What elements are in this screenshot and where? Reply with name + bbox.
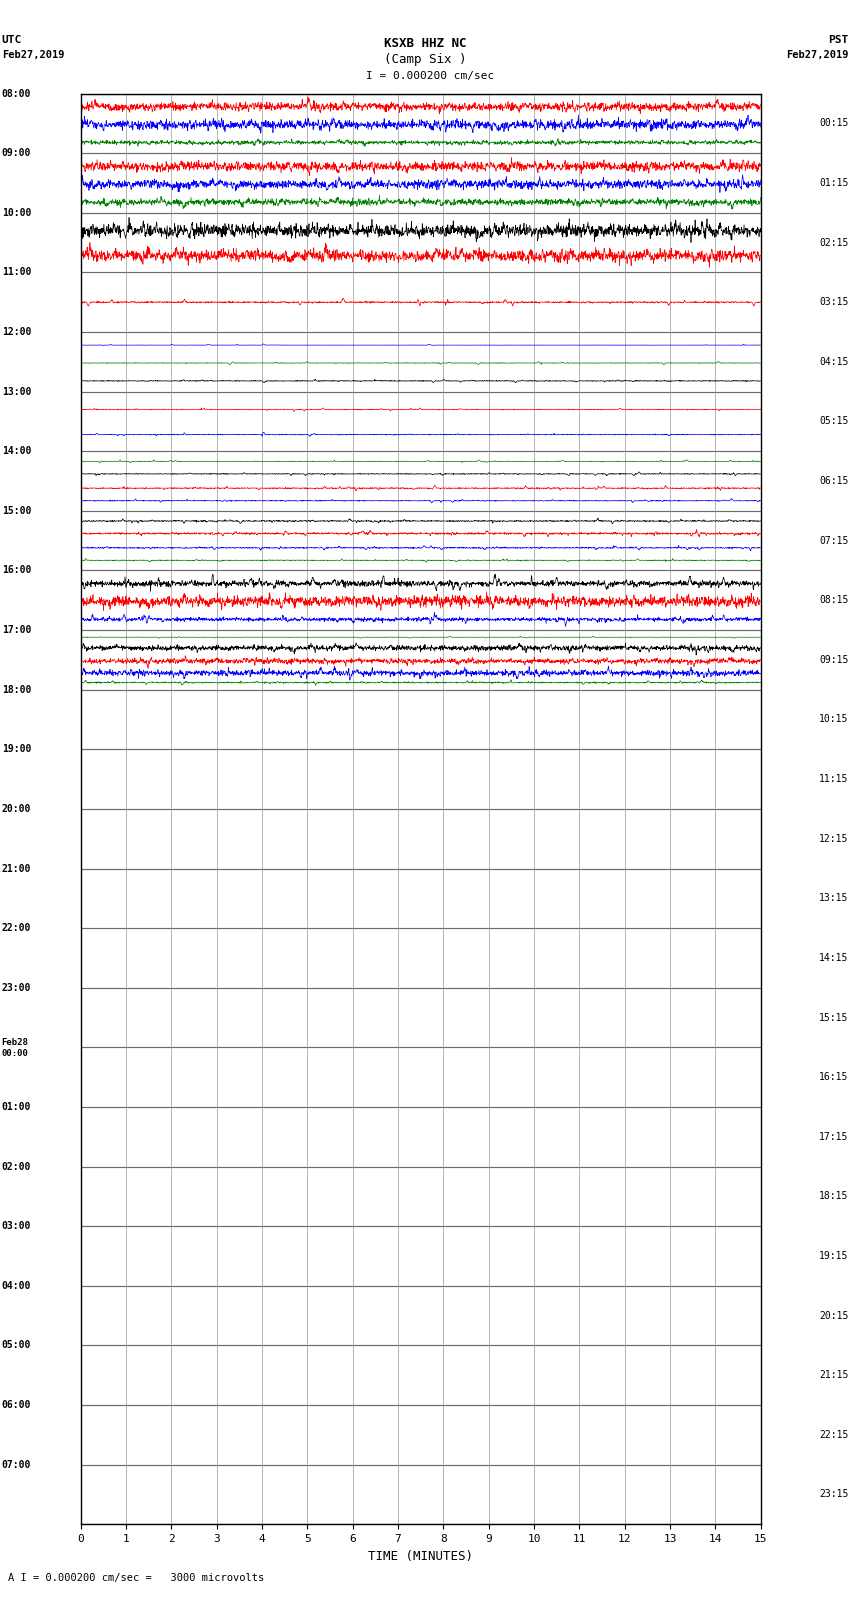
- Text: 22:15: 22:15: [819, 1429, 848, 1440]
- Text: 12:15: 12:15: [819, 834, 848, 844]
- Text: 22:00: 22:00: [2, 923, 31, 934]
- Text: 17:00: 17:00: [2, 626, 31, 636]
- Text: 18:00: 18:00: [2, 684, 31, 695]
- Text: 04:00: 04:00: [2, 1281, 31, 1290]
- Text: 13:15: 13:15: [819, 894, 848, 903]
- Text: Feb27,2019: Feb27,2019: [2, 50, 65, 60]
- Text: 19:00: 19:00: [2, 744, 31, 755]
- Text: 00:00: 00:00: [2, 1050, 29, 1058]
- Text: 00:15: 00:15: [819, 118, 848, 129]
- Text: 02:00: 02:00: [2, 1161, 31, 1171]
- Text: KSXB HHZ NC: KSXB HHZ NC: [383, 37, 467, 50]
- Text: 18:15: 18:15: [819, 1192, 848, 1202]
- Text: 14:15: 14:15: [819, 953, 848, 963]
- Text: 20:00: 20:00: [2, 803, 31, 815]
- Text: I = 0.000200 cm/sec: I = 0.000200 cm/sec: [366, 71, 494, 81]
- Text: 20:15: 20:15: [819, 1311, 848, 1321]
- Text: 01:00: 01:00: [2, 1102, 31, 1111]
- Text: 11:00: 11:00: [2, 268, 31, 277]
- Text: 17:15: 17:15: [819, 1132, 848, 1142]
- Text: UTC: UTC: [2, 35, 22, 45]
- Text: 13:00: 13:00: [2, 387, 31, 397]
- Text: 09:15: 09:15: [819, 655, 848, 665]
- Text: 23:00: 23:00: [2, 982, 31, 992]
- Text: Feb27,2019: Feb27,2019: [785, 50, 848, 60]
- Text: 19:15: 19:15: [819, 1252, 848, 1261]
- Text: 01:15: 01:15: [819, 177, 848, 189]
- Text: Feb28: Feb28: [2, 1039, 29, 1047]
- Text: 08:00: 08:00: [2, 89, 31, 98]
- Text: 07:00: 07:00: [2, 1460, 31, 1469]
- Text: (Camp Six ): (Camp Six ): [383, 53, 467, 66]
- Text: 10:00: 10:00: [2, 208, 31, 218]
- Text: 05:00: 05:00: [2, 1340, 31, 1350]
- Text: 05:15: 05:15: [819, 416, 848, 426]
- X-axis label: TIME (MINUTES): TIME (MINUTES): [368, 1550, 473, 1563]
- Text: 09:00: 09:00: [2, 148, 31, 158]
- Text: 03:00: 03:00: [2, 1221, 31, 1231]
- Text: 21:00: 21:00: [2, 863, 31, 874]
- Text: 06:00: 06:00: [2, 1400, 31, 1410]
- Text: A I = 0.000200 cm/sec =   3000 microvolts: A I = 0.000200 cm/sec = 3000 microvolts: [8, 1573, 264, 1582]
- Text: 12:00: 12:00: [2, 327, 31, 337]
- Text: 10:15: 10:15: [819, 715, 848, 724]
- Text: 16:00: 16:00: [2, 566, 31, 576]
- Text: 02:15: 02:15: [819, 237, 848, 247]
- Text: 16:15: 16:15: [819, 1073, 848, 1082]
- Text: 15:15: 15:15: [819, 1013, 848, 1023]
- Text: 06:15: 06:15: [819, 476, 848, 486]
- Text: 21:15: 21:15: [819, 1371, 848, 1381]
- Text: 15:00: 15:00: [2, 506, 31, 516]
- Text: 23:15: 23:15: [819, 1489, 848, 1500]
- Text: 04:15: 04:15: [819, 356, 848, 366]
- Text: 07:15: 07:15: [819, 536, 848, 545]
- Text: 08:15: 08:15: [819, 595, 848, 605]
- Text: 14:00: 14:00: [2, 447, 31, 456]
- Text: 03:15: 03:15: [819, 297, 848, 306]
- Text: 11:15: 11:15: [819, 774, 848, 784]
- Text: PST: PST: [828, 35, 848, 45]
